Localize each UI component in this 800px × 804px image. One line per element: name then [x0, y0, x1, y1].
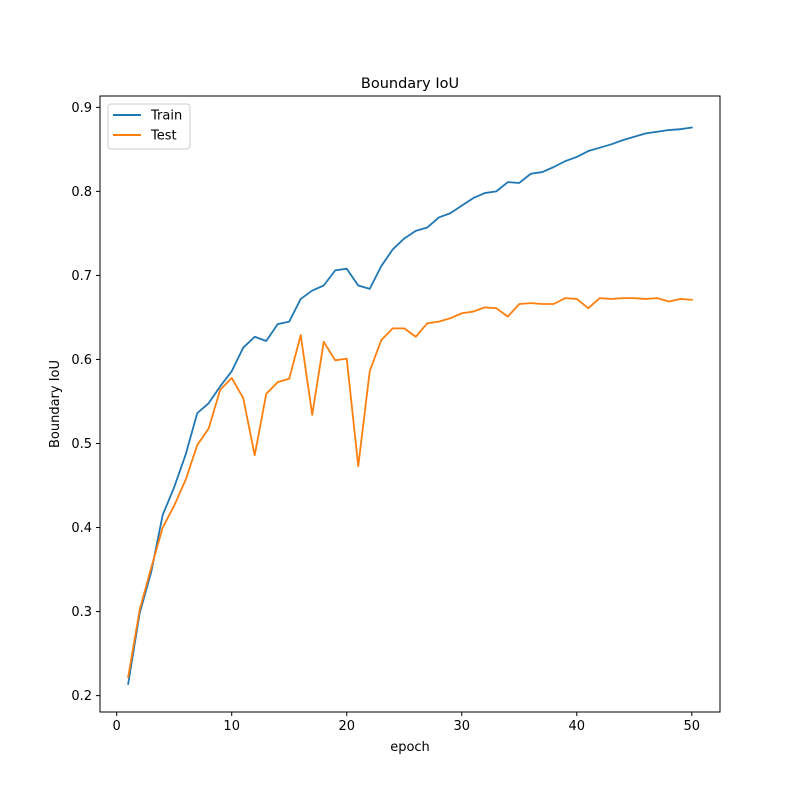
- y-tick-label: 0.7: [71, 269, 92, 284]
- legend-label-train: Train: [150, 109, 182, 124]
- y-tick-label: 0.6: [71, 353, 92, 368]
- x-tick-label: 0: [113, 719, 121, 734]
- x-tick-label: 40: [569, 719, 586, 734]
- chart-title: Boundary IoU: [361, 76, 459, 92]
- x-tick-label: 50: [684, 719, 701, 734]
- y-tick-label: 0.9: [71, 101, 92, 116]
- series-line-train: [127, 126, 693, 685]
- plot-frame: [99, 95, 721, 713]
- y-tick-label: 0.8: [71, 185, 92, 200]
- legend: Train Test: [107, 103, 191, 150]
- x-tick-label: 10: [223, 719, 240, 734]
- x-axis-label: epoch: [390, 740, 430, 755]
- plot-layer: 0 10 20 30 40 50 0.2 0.3 0.4 0.5 0.6 0.7 0.8 0.9: [71, 95, 721, 734]
- x-tick-label: 20: [338, 719, 355, 734]
- y-tick-label: 0.2: [71, 689, 92, 704]
- y-tick-label: 0.3: [71, 605, 92, 620]
- legend-label-test: Test: [150, 129, 177, 144]
- x-tick-label: 30: [453, 719, 470, 734]
- y-tick-label: 0.5: [71, 437, 92, 452]
- series-line-test: [127, 297, 693, 679]
- y-tick-label: 0.4: [71, 521, 92, 536]
- y-axis-label: Boundary IoU: [48, 360, 63, 448]
